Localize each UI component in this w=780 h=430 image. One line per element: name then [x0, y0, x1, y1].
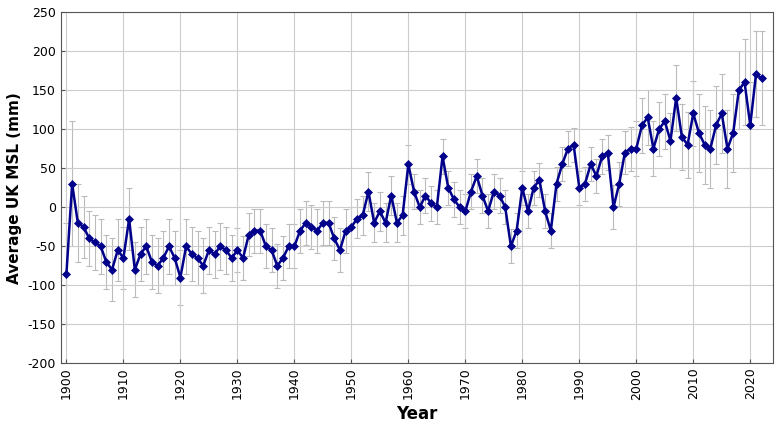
Y-axis label: Average UK MSL (mm): Average UK MSL (mm) — [7, 92, 22, 283]
X-axis label: Year: Year — [396, 405, 438, 423]
